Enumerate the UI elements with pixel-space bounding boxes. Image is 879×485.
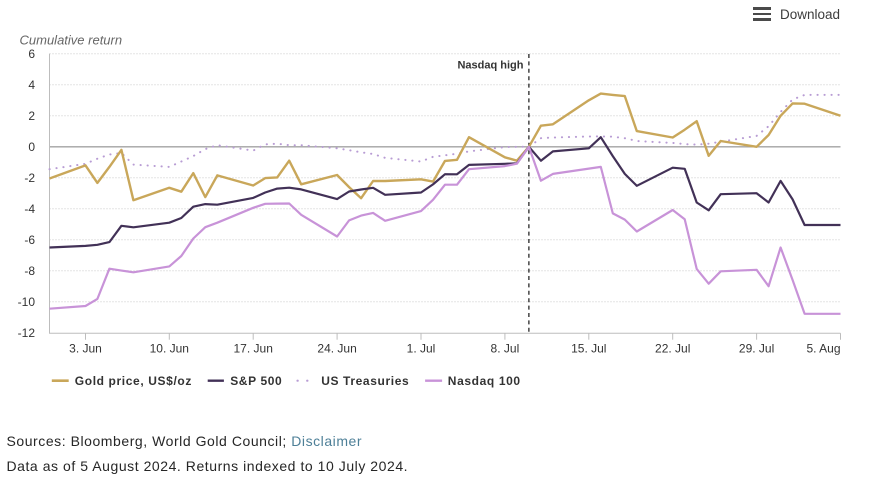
svg-text:5. Aug: 5. Aug	[806, 342, 840, 356]
svg-text:Gold price, US$/oz: Gold price, US$/oz	[75, 374, 192, 388]
svg-text:US Treasuries: US Treasuries	[321, 374, 409, 388]
svg-text:Nasdaq high: Nasdaq high	[457, 60, 523, 72]
svg-text:29. Jul: 29. Jul	[739, 342, 774, 356]
svg-text:10. Jun: 10. Jun	[150, 342, 189, 356]
svg-text:1. Jul: 1. Jul	[407, 342, 436, 356]
svg-text:15. Jul: 15. Jul	[571, 342, 606, 356]
svg-text:22. Jul: 22. Jul	[655, 342, 690, 356]
svg-text:24. Jun: 24. Jun	[317, 342, 356, 356]
svg-text:3. Jun: 3. Jun	[69, 342, 102, 356]
svg-text:-10: -10	[18, 295, 36, 309]
svg-text:-12: -12	[18, 326, 36, 340]
svg-text:-2: -2	[24, 171, 35, 185]
svg-text:S&P 500: S&P 500	[230, 374, 282, 388]
svg-text:17. Jun: 17. Jun	[234, 342, 273, 356]
svg-text:Cumulative return: Cumulative return	[20, 33, 123, 48]
svg-text:8. Jul: 8. Jul	[491, 342, 520, 356]
svg-text:0: 0	[28, 140, 35, 154]
svg-text:-4: -4	[24, 202, 35, 216]
svg-text:Nasdaq 100: Nasdaq 100	[448, 374, 521, 388]
svg-text:6: 6	[28, 47, 35, 61]
svg-text:2: 2	[28, 109, 35, 123]
svg-text:-6: -6	[24, 233, 35, 247]
svg-text:-8: -8	[24, 264, 35, 278]
svg-text:4: 4	[28, 78, 35, 92]
